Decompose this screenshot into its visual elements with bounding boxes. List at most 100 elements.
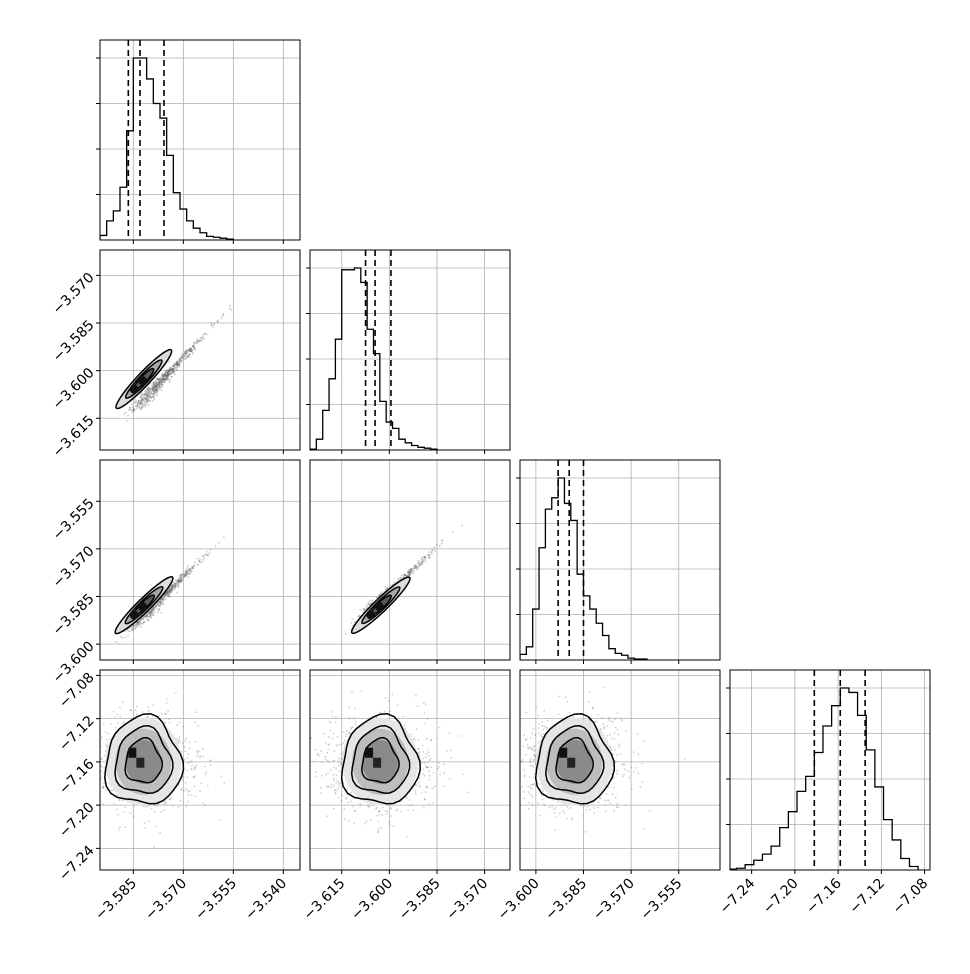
sample-point xyxy=(142,395,144,397)
sample-point xyxy=(337,781,340,784)
sample-point xyxy=(193,343,196,346)
sample-point xyxy=(346,729,348,732)
sample-point xyxy=(141,403,144,406)
sample-point xyxy=(144,615,147,618)
sample-point xyxy=(133,623,136,626)
sample-point xyxy=(147,396,149,399)
sample-point xyxy=(339,743,342,746)
sample-point xyxy=(143,402,146,405)
sample-point xyxy=(152,396,155,399)
sample-point xyxy=(162,596,165,599)
sample-point xyxy=(137,401,140,404)
sample-point xyxy=(197,725,200,728)
sample-point xyxy=(137,621,140,623)
sample-point xyxy=(596,713,599,716)
panel-frame xyxy=(99,459,301,661)
sample-point xyxy=(168,588,171,590)
sample-point xyxy=(426,554,429,557)
sample-point xyxy=(180,576,183,579)
density-peak xyxy=(567,757,576,768)
sample-point xyxy=(289,741,291,743)
panel-1-0: −3.570−3.585−3.600−3.615 xyxy=(50,249,301,461)
sample-point xyxy=(165,376,168,379)
sample-point xyxy=(198,340,200,342)
sample-point xyxy=(423,702,425,705)
sample-point xyxy=(154,385,157,387)
sample-point xyxy=(388,824,391,827)
sample-point xyxy=(160,381,163,383)
sample-point xyxy=(534,762,537,765)
sample-point xyxy=(385,588,387,591)
sample-point xyxy=(410,570,413,573)
sample-point xyxy=(150,807,153,810)
sample-point xyxy=(162,375,165,378)
sample-point xyxy=(149,614,152,617)
sample-point xyxy=(192,345,195,348)
sample-point xyxy=(173,366,176,369)
sample-point xyxy=(185,351,188,354)
sample-point xyxy=(188,572,191,575)
sample-point xyxy=(164,378,167,381)
sample-point xyxy=(135,407,138,410)
sample-point xyxy=(161,599,164,602)
sample-point xyxy=(158,609,161,611)
sample-point xyxy=(557,713,560,715)
histogram-step xyxy=(100,57,234,240)
grid xyxy=(520,460,720,660)
sample-point xyxy=(544,726,547,729)
sample-point xyxy=(441,540,444,543)
sample-point xyxy=(143,822,146,824)
sample-point xyxy=(180,578,183,580)
grid xyxy=(310,460,510,660)
sample-point xyxy=(157,378,160,381)
sample-point xyxy=(161,385,164,388)
sample-point xyxy=(166,375,169,377)
sample-point xyxy=(158,385,161,388)
sample-point xyxy=(640,762,643,765)
sample-point xyxy=(422,768,425,771)
sample-point xyxy=(171,585,174,588)
sample-point xyxy=(551,805,554,808)
sample-point xyxy=(153,398,156,401)
sample-point xyxy=(219,819,222,821)
sample-point xyxy=(136,404,139,407)
sample-point xyxy=(404,573,407,576)
sample-point xyxy=(488,765,490,767)
sample-point xyxy=(154,383,157,386)
sample-point xyxy=(171,368,174,371)
sample-point xyxy=(157,387,160,390)
sample-point xyxy=(95,783,97,785)
sample-point xyxy=(152,388,155,390)
sample-point xyxy=(185,737,188,740)
sample-point xyxy=(330,783,333,786)
sample-point xyxy=(539,783,542,785)
sample-point xyxy=(324,755,327,758)
sample-point xyxy=(407,571,410,574)
sample-point xyxy=(144,404,147,407)
sample-point xyxy=(154,389,157,392)
sample-point xyxy=(162,381,165,384)
sample-point xyxy=(180,573,183,576)
sample-point xyxy=(570,817,573,820)
sample-point xyxy=(593,807,595,809)
sample-point xyxy=(151,388,153,391)
sample-point xyxy=(159,380,162,382)
sample-point xyxy=(165,803,168,805)
sample-point xyxy=(142,621,145,624)
sample-point xyxy=(443,772,445,774)
sample-point xyxy=(166,371,169,374)
sample-point xyxy=(173,364,176,367)
sample-point xyxy=(414,564,417,567)
sample-point xyxy=(194,740,197,743)
panel-0-0 xyxy=(96,39,301,244)
sample-point xyxy=(161,379,164,382)
sample-point xyxy=(177,578,180,581)
sample-point xyxy=(223,781,226,784)
sample-point xyxy=(153,607,156,609)
sample-point xyxy=(176,580,179,583)
sample-point xyxy=(160,383,163,386)
sample-point xyxy=(180,768,183,771)
sample-point xyxy=(104,789,107,792)
sample-point xyxy=(179,741,182,744)
sample-point xyxy=(395,809,398,812)
